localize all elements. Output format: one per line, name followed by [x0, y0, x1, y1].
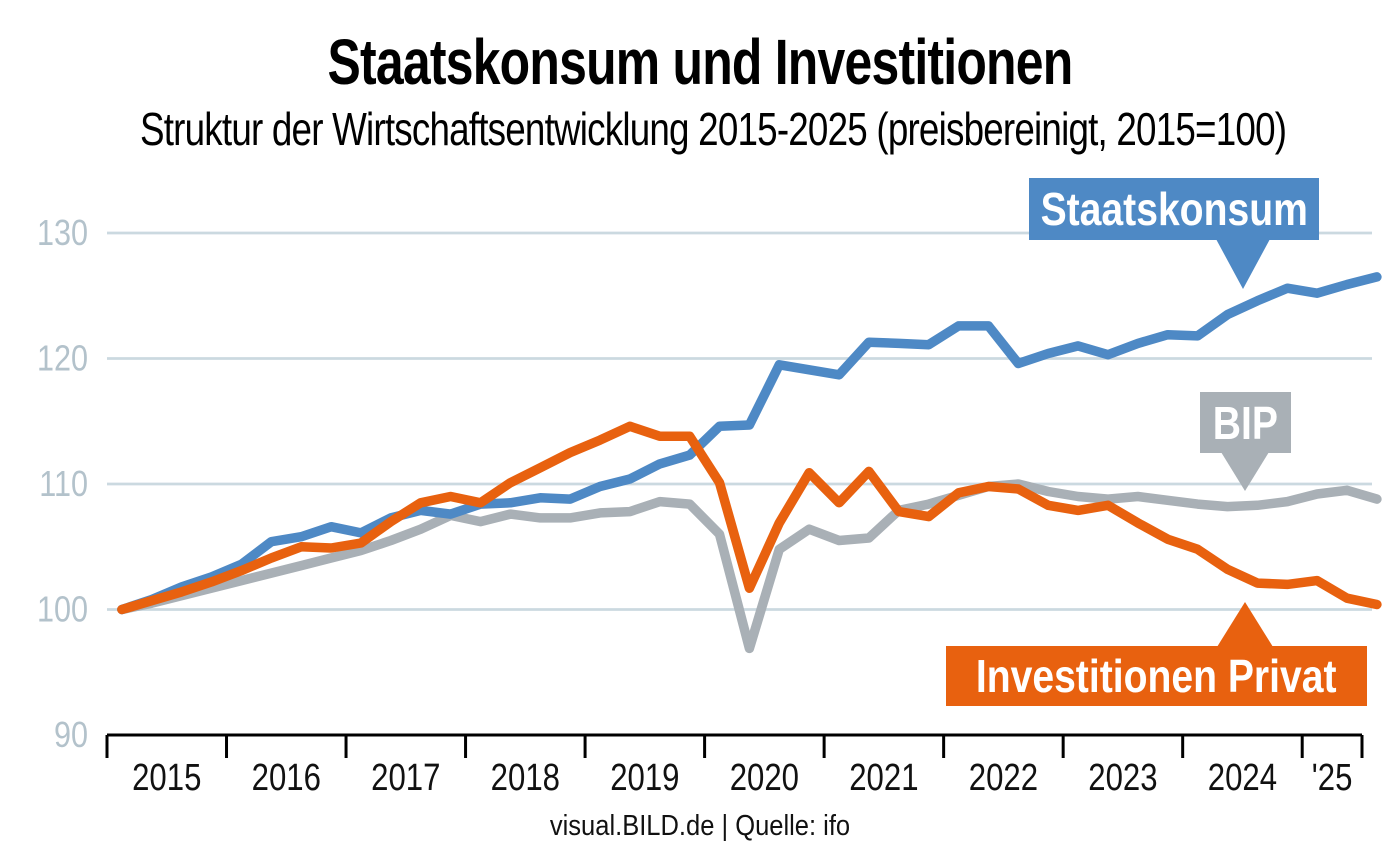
series-line-staatskonsum	[117, 272, 1382, 615]
x-axis-label-2015: 2015	[132, 757, 201, 799]
y-axis-label-110: 110	[39, 465, 88, 505]
legend-callout-staatskonsum: Staatskonsum	[1029, 178, 1319, 240]
series-line-investitionen-privat	[117, 421, 1382, 615]
callout-pointer-up-investitionen-privat	[1217, 602, 1273, 647]
legend-label-investitionen-privat: Investitionen Privat	[976, 650, 1337, 702]
x-axis-label-2023: 2023	[1088, 757, 1157, 799]
y-axis-label-90: 90	[54, 716, 88, 756]
callout-pointer-down-bip	[1221, 452, 1269, 491]
legend-callout-investitionen-privat: Investitionen Privat	[946, 646, 1367, 706]
legend-label-staatskonsum: Staatskonsum	[1040, 183, 1308, 235]
legend-label-bip: BIP	[1212, 396, 1279, 449]
x-axis-label-2016: 2016	[252, 757, 321, 799]
y-axis-label-120: 120	[37, 339, 88, 379]
page-title: Staatskonsum und Investitionen	[327, 26, 1074, 98]
x-axis-label-2024: 2024	[1208, 757, 1277, 799]
y-axis-label-130: 130	[37, 214, 88, 254]
callout-pointer-down-staatskonsum	[1216, 239, 1270, 289]
x-axis-label-2017: 2017	[371, 757, 440, 799]
legend-callout-bip: BIP	[1200, 392, 1291, 453]
x-axis-label-25: '25	[1312, 757, 1353, 799]
source-credit: visual.BILD.de | Quelle: ifo	[549, 810, 851, 842]
x-axis-label-2020: 2020	[730, 757, 799, 799]
x-axis-label-2018: 2018	[491, 757, 560, 799]
page-subtitle: Struktur der Wirtschaftsentwicklung 2015…	[140, 103, 1287, 155]
y-axis-label-100: 100	[37, 590, 88, 630]
x-axis-label-2022: 2022	[969, 757, 1038, 799]
series-line-bip	[117, 479, 1382, 654]
x-axis-label-2019: 2019	[610, 757, 679, 799]
x-axis-label-2021: 2021	[849, 757, 918, 799]
